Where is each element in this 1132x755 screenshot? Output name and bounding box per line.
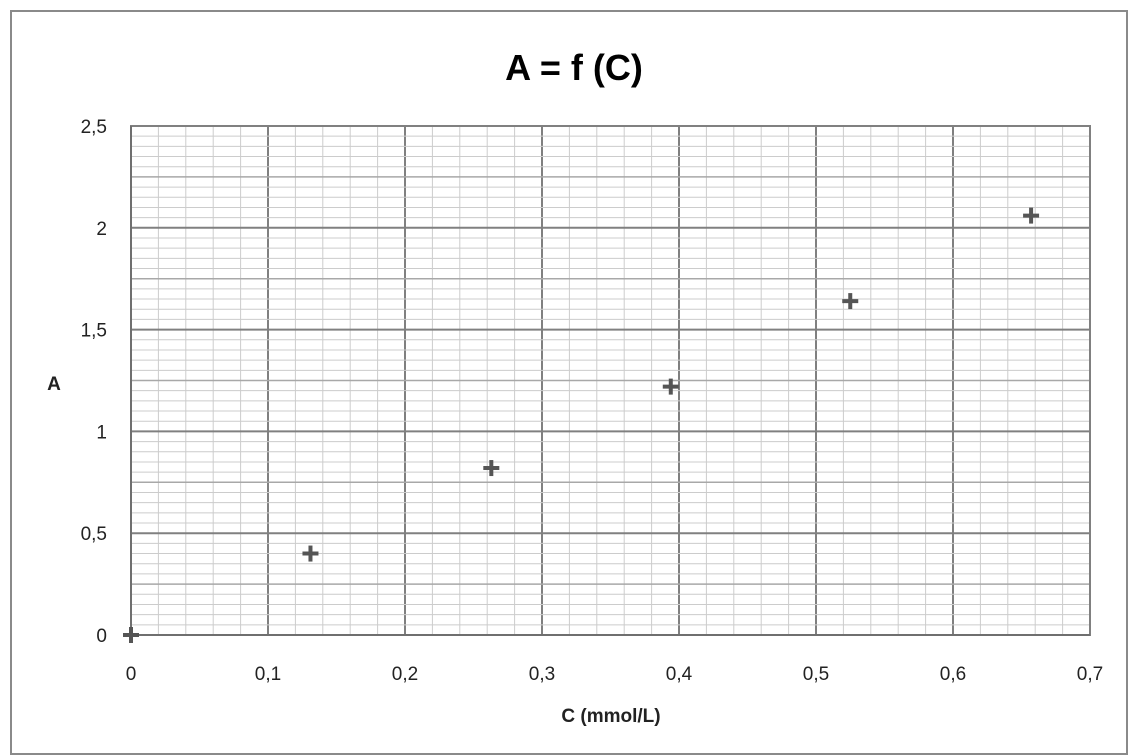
grid — [130, 125, 1091, 636]
y-tick-label: 1 — [96, 422, 107, 443]
y-axis-label: A — [47, 374, 61, 395]
x-tick-label: 0,2 — [392, 664, 418, 685]
x-tick-label: 0,7 — [1077, 664, 1103, 685]
y-tick-label: 0 — [96, 626, 107, 647]
data-point — [662, 378, 679, 395]
x-tick-label: 0,4 — [666, 664, 693, 685]
data-point — [483, 460, 500, 477]
data-point — [842, 293, 859, 310]
x-tick-label: 0,1 — [255, 664, 281, 685]
x-tick-label: 0,5 — [803, 664, 829, 685]
axes — [130, 125, 1091, 636]
y-tick-label: 0,5 — [81, 524, 107, 545]
x-axis-label: C (mmol/L) — [561, 706, 660, 727]
x-tick-label: 0,3 — [529, 664, 555, 685]
y-tick-label: 1,5 — [81, 321, 107, 342]
tick-labels: 0 0,1 0,2 0,3 0,4 0,5 0,6 0,7 0 0,5 1 1,5 2 2,5 — [81, 117, 1104, 685]
data-point — [302, 545, 319, 562]
x-tick-label: 0,6 — [940, 664, 966, 685]
data-point — [123, 627, 139, 643]
chart-title: A = f (C) — [505, 47, 643, 88]
y-tick-label: 2 — [96, 219, 107, 240]
x-tick-label: 0 — [126, 664, 137, 685]
data-point — [1023, 207, 1040, 224]
y-tick-label: 2,5 — [81, 117, 107, 138]
data-points — [123, 207, 1040, 643]
